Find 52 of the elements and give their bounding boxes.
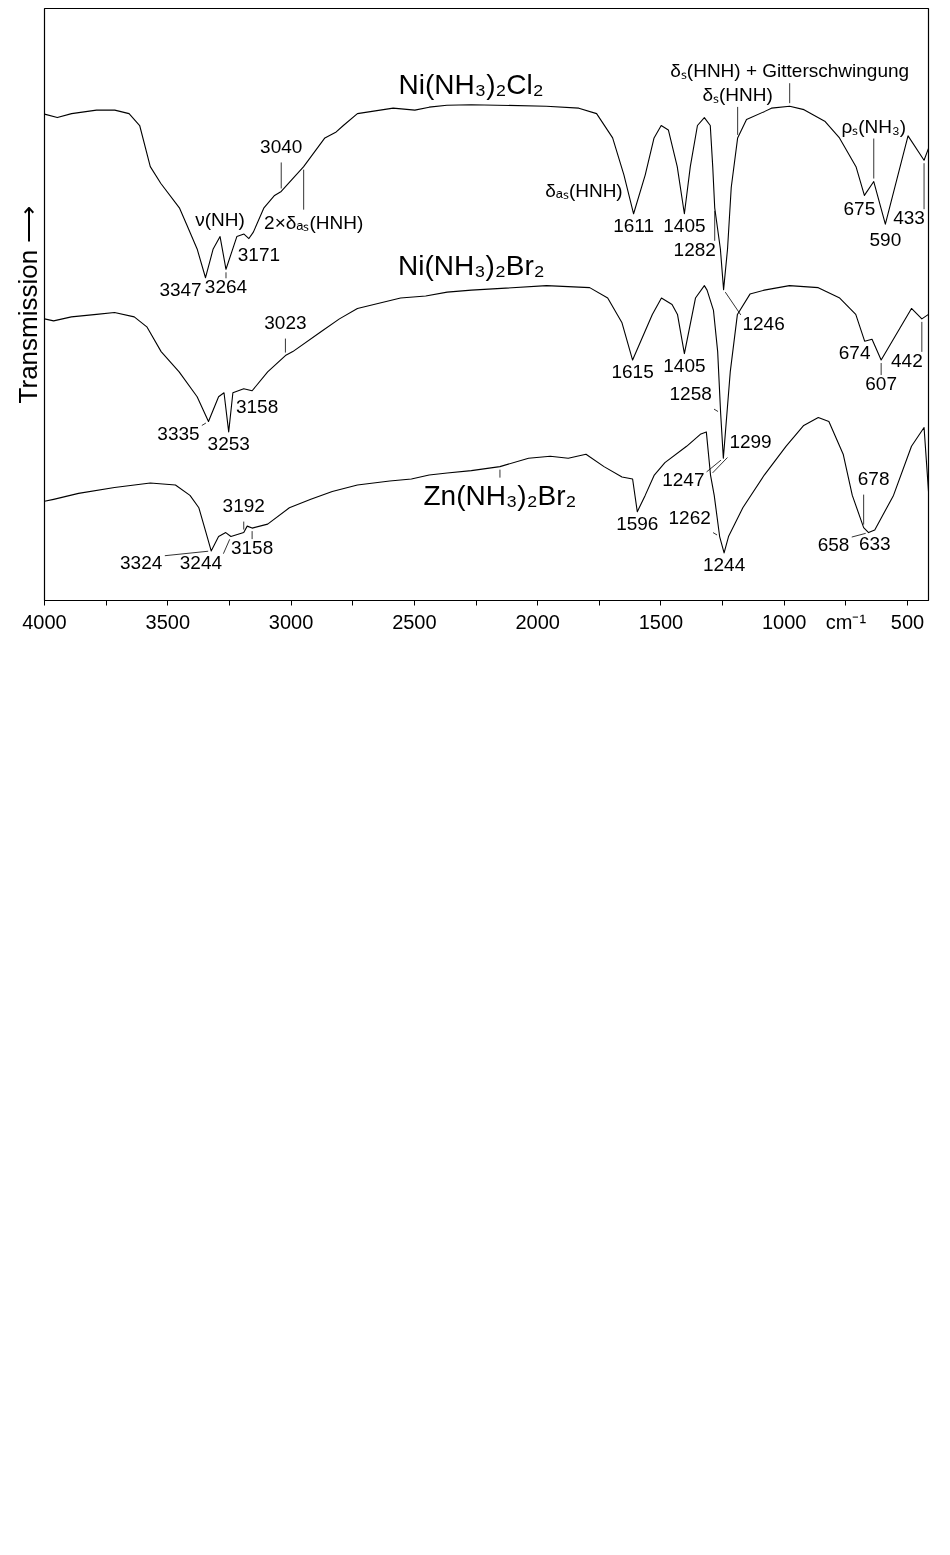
annotation: 658 (817, 533, 850, 555)
annotation: 590 (869, 229, 902, 251)
annotation: 674 (838, 342, 871, 364)
legend-label: Zn(NH₃)₂Br₂ (423, 479, 577, 511)
annotation: 1258 (669, 383, 712, 405)
x-tick-label: 1000 (762, 610, 807, 633)
annotation: 3192 (222, 494, 265, 516)
annotation: 1596 (616, 512, 659, 534)
annotation: 675 (843, 198, 876, 220)
annotation: 1611 (613, 214, 655, 236)
x-axis-title: cm⁻¹ (825, 610, 867, 633)
annotation: 1405 (663, 354, 706, 376)
annotation: 1262 (668, 506, 711, 528)
annotation: 2×δₐₛ(HNH) (264, 211, 364, 233)
annotation: 3023 (264, 311, 307, 333)
annotation: 1615 (611, 361, 654, 383)
series-label: Ni(NH₃)₂Cl₂ (398, 68, 544, 100)
annotation: 442 (890, 349, 923, 371)
annotation: 3264 (204, 276, 248, 298)
x-tick-label: 4000 (22, 610, 67, 633)
annotation: 1247 (662, 469, 705, 491)
x-tick-label: 2000 (515, 610, 560, 633)
y-axis-title: Transmission ⟶ (12, 205, 43, 404)
x-tick-label: 1500 (638, 610, 684, 633)
annotation: 3253 (207, 432, 250, 454)
annotation: 3158 (235, 395, 279, 417)
annotation: 607 (865, 373, 898, 395)
annotation: 1246 (742, 312, 785, 334)
x-tick-label: 2500 (392, 610, 437, 633)
x-tick-label: 3000 (268, 610, 314, 633)
annotation: 3040 (260, 135, 303, 157)
annotation: 678 (857, 467, 890, 489)
annotation: δₛ(HNH) + Gitterschwingung (670, 60, 910, 82)
annotation: 1405 (663, 214, 706, 236)
annotation: ν(NH) (195, 208, 245, 230)
annotation: 3158 (230, 537, 274, 559)
annotation: δₛ(HNH) (702, 84, 773, 106)
annotation: 3171 (237, 243, 281, 265)
x-tick-label: 3500 (145, 610, 191, 633)
annotation: ρₛ(NH₃) (841, 115, 907, 137)
annotation: 1299 (729, 431, 772, 453)
annotation: 1282 (673, 238, 716, 260)
annotation: 3244 (179, 551, 223, 573)
annotation: 3335 (157, 422, 200, 444)
annotation: δₐₛ(HNH) (545, 180, 623, 202)
series-label: Ni(NH₃)₂Br₂ (398, 250, 545, 282)
annotation: 3347 (159, 278, 202, 300)
annotation: 433 (893, 207, 925, 229)
annotation: 633 (858, 533, 891, 555)
x-tick-label: 500 (890, 610, 925, 633)
annotation: 3324 (120, 551, 163, 573)
annotation: 1244 (702, 553, 746, 575)
